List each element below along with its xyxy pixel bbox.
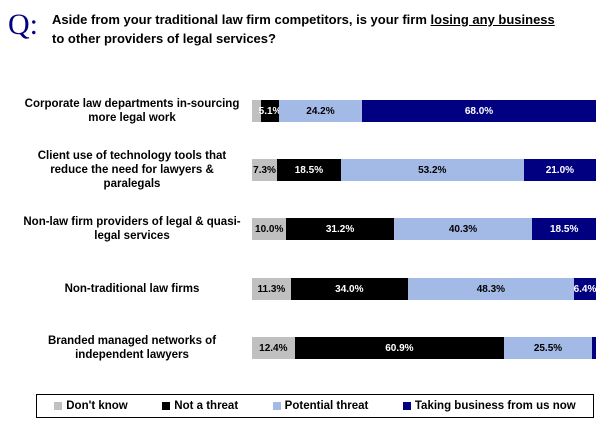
category-label: Client use of technology tools that redu… xyxy=(37,150,227,190)
legend-swatch xyxy=(272,402,281,410)
legend-label: Taking business from us now xyxy=(414,400,576,412)
data-label: 34.0% xyxy=(335,283,364,295)
bar-segment: 24.2% xyxy=(278,100,363,122)
category-label: Non-law firm providers of legal & quasi-… xyxy=(23,216,241,242)
bar-segment: 53.2% xyxy=(340,159,524,181)
bar-segment: 7.3% xyxy=(252,159,278,181)
chart-title: Aside from your traditional law firm com… xyxy=(52,10,602,48)
bar-segment: 48.3% xyxy=(407,278,574,300)
bar-segment: 21.0% xyxy=(523,159,596,181)
data-label: 25.5% xyxy=(533,342,563,354)
category-label: Branded managed networks of independent … xyxy=(47,335,217,361)
bar-segment: 10.0% xyxy=(252,218,287,240)
bar-segment: 34.0% xyxy=(290,278,408,300)
data-label: 53.2% xyxy=(418,164,447,176)
data-label: 31.2% xyxy=(325,223,355,235)
legend-label: Not a threat xyxy=(174,400,239,412)
data-label: 21.0% xyxy=(545,164,575,176)
data-label: 48.3% xyxy=(476,283,506,295)
bar-segment: 11.3% xyxy=(252,278,291,300)
title-part: to other providers of legal services? xyxy=(52,31,276,46)
data-label: 18.5% xyxy=(549,223,579,235)
category-label: Non-traditional law firms xyxy=(64,283,200,295)
legend-item: Don't know xyxy=(54,400,128,412)
legend-swatch xyxy=(162,402,171,410)
data-label: 11.3% xyxy=(257,283,286,295)
title-underlined: losing any business xyxy=(430,12,555,27)
legend-item: Potential threat xyxy=(272,400,369,412)
bar-segment: 18.5% xyxy=(532,218,596,240)
data-label: 6.4% xyxy=(573,283,597,295)
data-label: 7.3% xyxy=(253,164,276,176)
bar-segment: 12.4% xyxy=(252,337,295,359)
question-mark: Q: xyxy=(8,8,38,41)
data-label: 40.3% xyxy=(448,223,478,235)
bar-segment: 40.3% xyxy=(393,218,533,240)
bar-segment xyxy=(252,100,262,122)
bar-segment: 68.0% xyxy=(362,100,596,122)
data-label: 5.1% xyxy=(258,105,282,117)
legend-swatch xyxy=(54,402,63,410)
bar-segment: 31.2% xyxy=(286,218,394,240)
legend: Don't know Not a threat Potential threat Ta… xyxy=(36,394,594,418)
legend-swatch xyxy=(402,402,411,410)
category-label: Corporate law departments in-sourcing mo… xyxy=(24,98,240,124)
data-label: 12.4% xyxy=(259,342,288,354)
data-label: 24.2% xyxy=(306,105,335,117)
legend-item: Not a threat xyxy=(162,400,238,412)
legend-label: Don't know xyxy=(66,400,128,412)
bar-segment: 6.4% xyxy=(574,278,596,300)
bar-segment: 18.5% xyxy=(277,159,341,181)
bar-segment: 25.5% xyxy=(504,337,592,359)
data-label: 10.0% xyxy=(255,223,284,235)
legend-item: Taking business from us now xyxy=(402,400,576,412)
bar-segment xyxy=(591,337,596,359)
data-label: 60.9% xyxy=(385,342,414,354)
bar-segment: 60.9% xyxy=(294,337,505,359)
legend-label: Potential threat xyxy=(284,400,369,412)
data-label: 18.5% xyxy=(294,164,324,176)
bar-segment: 5.1% xyxy=(258,100,282,122)
title-part: Aside from your traditional law firm com… xyxy=(52,12,431,27)
data-label: 68.0% xyxy=(464,105,494,117)
